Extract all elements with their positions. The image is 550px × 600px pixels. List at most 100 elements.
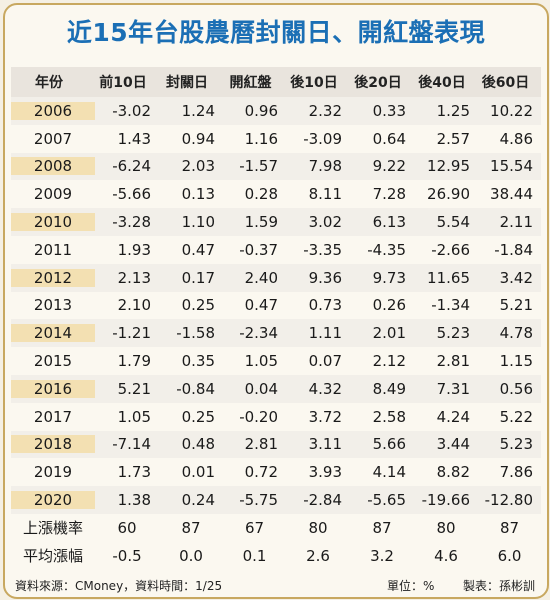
table-row: 2007 1.43 0.94 1.16 -3.09 0.64 2.57 4.86 xyxy=(11,124,541,153)
value-cell: 4.14 xyxy=(372,463,406,482)
value-cell: -1.57 xyxy=(239,157,278,176)
value-cell: -3.02 xyxy=(112,101,151,120)
table-row: 2010 -3.28 1.10 1.59 3.02 6.13 5.54 2.11 xyxy=(11,208,541,236)
value-cell: 2.12 xyxy=(372,352,406,371)
value-cell: 1.05 xyxy=(117,407,151,426)
value-cell: 26.90 xyxy=(427,185,470,204)
value-cell: 0.47 xyxy=(244,296,278,315)
value-cell: 7.86 xyxy=(499,463,533,482)
year-cell: 2008 xyxy=(11,157,95,176)
value-cell: 7.31 xyxy=(436,379,470,398)
value-cell: 4.32 xyxy=(308,379,342,398)
table-row: 2008 -6.24 2.03 -1.57 7.98 9.22 12.95 15.54 xyxy=(11,152,541,181)
value-cell: -19.66 xyxy=(421,491,470,510)
table-row: 2006 -3.02 1.24 0.96 2.32 0.33 1.25 10.22 xyxy=(11,97,541,125)
table-row: 2009 -5.66 0.13 0.28 8.11 7.28 26.90 38.44 xyxy=(11,180,541,209)
summary-value: -0.5 xyxy=(112,546,142,565)
value-cell: 0.07 xyxy=(308,352,342,371)
summary-value: 80 xyxy=(308,518,328,537)
value-cell: 15.54 xyxy=(490,157,533,176)
table-row: 2014 -1.21 -1.58 -2.34 1.11 2.01 5.23 4.78 xyxy=(11,319,541,348)
value-cell: 0.04 xyxy=(244,379,278,398)
year-cell: 2010 xyxy=(11,213,95,232)
value-cell: 1.25 xyxy=(436,101,470,120)
value-cell: 3.11 xyxy=(308,435,342,454)
value-cell: 3.72 xyxy=(308,407,342,426)
value-cell: 0.25 xyxy=(181,407,215,426)
footer: 資料來源：CMoney，資料時間：1/25 單位：% 製表：孫彬訓 xyxy=(13,577,539,595)
value-cell: 0.47 xyxy=(181,240,215,259)
value-cell: 9.73 xyxy=(372,268,406,287)
value-cell: -6.24 xyxy=(112,157,151,176)
value-cell: 2.10 xyxy=(117,296,151,315)
table-body: 2006 -3.02 1.24 0.96 2.32 0.33 1.25 10.22 2007 1.… xyxy=(11,97,541,570)
value-cell: -3.28 xyxy=(112,213,151,232)
summary-row: 上漲機率 60 87 67 80 87 80 87 xyxy=(11,514,541,542)
value-cell: 1.79 xyxy=(117,352,151,371)
value-cell: 5.22 xyxy=(499,407,533,426)
value-cell: 2.40 xyxy=(244,268,278,287)
header-cell: 後20日 xyxy=(354,75,402,91)
value-cell: 0.73 xyxy=(308,296,342,315)
value-cell: 0.72 xyxy=(244,463,278,482)
value-cell: 12.95 xyxy=(427,157,470,176)
value-cell: -3.09 xyxy=(303,129,342,148)
year-cell: 2016 xyxy=(11,379,95,398)
summary-value: 60 xyxy=(117,518,137,537)
value-cell: 38.44 xyxy=(490,185,533,204)
value-cell: -1.84 xyxy=(494,240,533,259)
value-cell: -2.84 xyxy=(303,491,342,510)
year-cell: 2013 xyxy=(11,296,95,315)
summary-label: 上漲機率 xyxy=(11,517,95,539)
value-cell: 1.11 xyxy=(308,324,342,343)
value-cell: -1.21 xyxy=(112,324,151,343)
value-cell: 2.81 xyxy=(436,352,470,371)
summary-value: 87 xyxy=(499,518,520,537)
year-cell: 2018 xyxy=(11,435,95,454)
value-cell: 1.73 xyxy=(117,463,151,482)
table-row: 2017 1.05 0.25 -0.20 3.72 2.58 4.24 5.22 xyxy=(11,402,541,431)
value-cell: 8.11 xyxy=(308,185,342,204)
value-cell: 2.81 xyxy=(244,435,278,454)
year-cell: 2011 xyxy=(11,240,95,259)
value-cell: -7.14 xyxy=(112,435,151,454)
value-cell: -3.35 xyxy=(303,240,342,259)
year-cell: 2015 xyxy=(11,352,95,371)
value-cell: 1.16 xyxy=(244,129,278,148)
value-cell: 6.13 xyxy=(372,213,406,232)
value-cell: 9.36 xyxy=(308,268,342,287)
value-cell: -5.75 xyxy=(239,491,278,510)
value-cell: 5.66 xyxy=(372,435,406,454)
value-cell: 3.42 xyxy=(499,268,533,287)
header-cell: 開紅盤 xyxy=(229,75,272,91)
value-cell: 0.35 xyxy=(181,352,215,371)
value-cell: 0.56 xyxy=(499,379,533,398)
header-cell: 後40日 xyxy=(418,75,466,91)
header-year: 年份 xyxy=(35,75,63,91)
value-cell: 7.98 xyxy=(308,157,342,176)
value-cell: 9.22 xyxy=(372,157,406,176)
header-cell: 後60日 xyxy=(481,75,530,91)
summary-value: 0.1 xyxy=(242,546,267,565)
value-cell: 1.93 xyxy=(117,240,151,259)
summary-value: 0.0 xyxy=(179,546,203,565)
value-cell: 5.23 xyxy=(499,435,533,454)
header-cell: 後10日 xyxy=(290,75,338,91)
value-cell: 5.21 xyxy=(117,379,151,398)
table-row: 2011 1.93 0.47 -0.37 -3.35 -4.35 -2.66 -1.84 xyxy=(11,235,541,264)
value-cell: -12.80 xyxy=(484,491,533,510)
value-cell: -0.84 xyxy=(176,379,215,398)
value-cell: 0.13 xyxy=(181,185,215,204)
page-title: 近15年台股農曆封關日、開紅盤表現 xyxy=(66,18,486,47)
value-cell: 2.01 xyxy=(372,324,406,343)
value-cell: 1.43 xyxy=(117,129,151,148)
value-cell: -1.34 xyxy=(431,296,470,315)
value-cell: -5.66 xyxy=(112,185,151,204)
value-cell: 2.11 xyxy=(499,213,533,232)
unit-note: 單位：% xyxy=(387,579,435,593)
value-cell: 0.33 xyxy=(372,101,406,120)
value-cell: 4.78 xyxy=(499,324,533,343)
value-cell: 0.28 xyxy=(244,185,278,204)
value-cell: 8.82 xyxy=(436,463,470,482)
value-cell: 0.25 xyxy=(181,296,215,315)
